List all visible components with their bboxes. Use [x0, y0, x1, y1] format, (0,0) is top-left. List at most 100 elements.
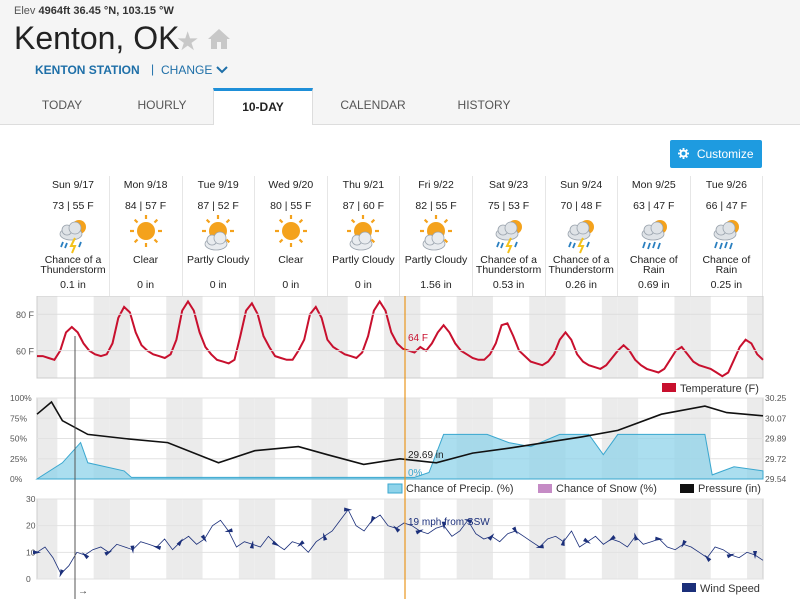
y-tick-label: 30 [26, 494, 36, 504]
night-band [109, 296, 130, 378]
customize-button[interactable]: Customize [670, 140, 762, 168]
station-name: KENTON STATION [35, 63, 140, 77]
y-tick-label: 60 F [16, 347, 35, 357]
panel-frame [36, 296, 764, 379]
night-band [254, 499, 276, 579]
wind-direction-arrow [583, 537, 591, 544]
rain-icon [641, 220, 667, 250]
day-precip: 0 in [354, 279, 372, 291]
location-header: Elev 4964ft 36.45 °N, 103.15 °W Kenton, … [0, 0, 800, 125]
night-band [400, 499, 421, 579]
day-column[interactable]: Sat 9/23 75 | 53 F Chance of a Thunderstor… [473, 176, 546, 296]
thunderstorm-icon [59, 220, 86, 254]
y-tick-label: 50% [10, 434, 27, 444]
night-band [472, 296, 493, 378]
day-column[interactable]: Mon 9/25 63 | 47 F Chance of Rain 0.69 in [618, 176, 691, 296]
wind-direction-arrow [753, 551, 758, 560]
wind-direction-arrow [464, 519, 473, 524]
night-band [601, 499, 618, 579]
favorite-star-icon[interactable]: ★ [176, 26, 200, 56]
day-column[interactable]: Fri 9/22 82 | 55 F Partly Cloudy 1.56 in [400, 176, 473, 296]
night-band [674, 499, 691, 579]
day-temps: 73 | 55 F [52, 200, 94, 212]
day-condition: Partly Cloudy [332, 254, 395, 266]
wind-direction-arrow [224, 528, 233, 533]
cursor-temp: 64 F [408, 333, 428, 344]
night-band [529, 296, 546, 378]
day-name: Sun 9/24 [560, 179, 603, 191]
night-band [456, 296, 473, 378]
night-band [617, 296, 639, 378]
night-band [166, 296, 183, 378]
night-band [311, 296, 328, 378]
legend-swatch [682, 583, 696, 592]
elevation-coordinates: Elev 4964ft 36.45 °N, 103.15 °W [14, 5, 174, 17]
day-temps: 87 | 60 F [342, 200, 385, 212]
day-column[interactable]: Wed 9/20 80 | 55 F Clear 0 in [255, 176, 328, 296]
forecast-days: Sun 9/17 73 | 55 F Chance of a Thunderstor… [37, 176, 764, 296]
wind-direction-arrow [249, 540, 254, 549]
wind-direction-arrow [130, 545, 135, 554]
wind-direction-arrow [59, 569, 65, 578]
night-band [238, 499, 255, 579]
day-column[interactable]: Tue 9/19 87 | 52 F Partly Cloudy 0 in [182, 176, 256, 296]
wind-direction-arrow [441, 521, 446, 530]
right-arrow-icon: → [78, 586, 88, 597]
tab-history[interactable]: HISTORY [457, 98, 511, 112]
thunderstorm-icon [495, 220, 522, 254]
home-icon[interactable] [207, 26, 231, 57]
tab-today[interactable]: TODAY [41, 98, 83, 112]
partly-cloudy-icon [347, 215, 380, 251]
wind-direction-arrow [608, 535, 616, 542]
wind-direction-arrow [33, 550, 41, 555]
day-temps: 75 | 53 F [487, 200, 530, 212]
wind-direction-arrow [271, 540, 280, 547]
y-tick-label: 25% [10, 454, 27, 464]
day-precip: 0.26 in [565, 279, 597, 291]
day-name: Tue 9/26 [705, 179, 747, 191]
y-tick-label-right: 30.07 [765, 413, 787, 423]
day-column[interactable]: Sun 9/17 73 | 55 F Chance of a Thunderstor… [37, 176, 110, 296]
day-name: Thu 9/21 [342, 179, 385, 191]
day-name: Fri 9/22 [418, 179, 454, 191]
day-precip: 0 in [209, 279, 227, 291]
night-band [674, 296, 691, 378]
day-precip: 0 in [137, 279, 155, 291]
day-temps: 80 | 55 F [270, 200, 312, 212]
change-station-button[interactable]: CHANGE [161, 63, 229, 77]
day-precip: 1.56 in [420, 279, 452, 291]
day-column[interactable]: Thu 9/21 87 | 60 F Partly Cloudy 0 in [327, 176, 401, 296]
partly-cloudy-icon [420, 215, 452, 251]
day-column[interactable]: Tue 9/26 66 | 47 F Chance of Rain 0.25 in [690, 176, 764, 296]
day-temps: 70 | 48 F [560, 200, 602, 212]
night-band [529, 499, 546, 579]
day-name: Mon 9/18 [123, 179, 168, 191]
y-tick-label-right: 29.89 [765, 434, 787, 444]
day-column[interactable]: Mon 9/18 84 | 57 F Clear 0 in [110, 176, 183, 296]
wind-direction-arrow [81, 552, 90, 560]
wind-direction-arrow [487, 533, 495, 541]
wind-direction-arrow [370, 515, 376, 524]
wind-direction-arrow [344, 507, 353, 512]
night-band [166, 499, 183, 579]
day-column[interactable]: Sun 9/24 70 | 48 F Chance of a Thunderstor… [545, 176, 619, 296]
night-band [747, 499, 763, 579]
tab-hourly[interactable]: HOURLY [137, 98, 187, 112]
wind-direction-arrow [704, 554, 712, 562]
tab-10-day[interactable]: 10-DAY [213, 88, 313, 125]
wind-direction-arrow [535, 544, 544, 549]
night-band [690, 296, 711, 378]
legend-swatch [680, 484, 694, 493]
night-band [747, 296, 763, 378]
y-tick-label: 10 [26, 547, 36, 557]
legend-swatch [662, 383, 676, 392]
wind-direction-arrow [634, 532, 639, 541]
tab-calendar[interactable]: CALENDAR [340, 98, 406, 112]
wind-direction-arrow [297, 540, 305, 547]
cursor-wind: 19 mph from SSW [408, 517, 490, 528]
day-condition: Chance of a Thunderstorm [475, 254, 542, 276]
y-tick-label-right: 29.72 [765, 454, 787, 464]
day-precip: 0 in [282, 279, 300, 291]
night-band [182, 499, 203, 579]
day-temps: 87 | 52 F [197, 200, 239, 212]
